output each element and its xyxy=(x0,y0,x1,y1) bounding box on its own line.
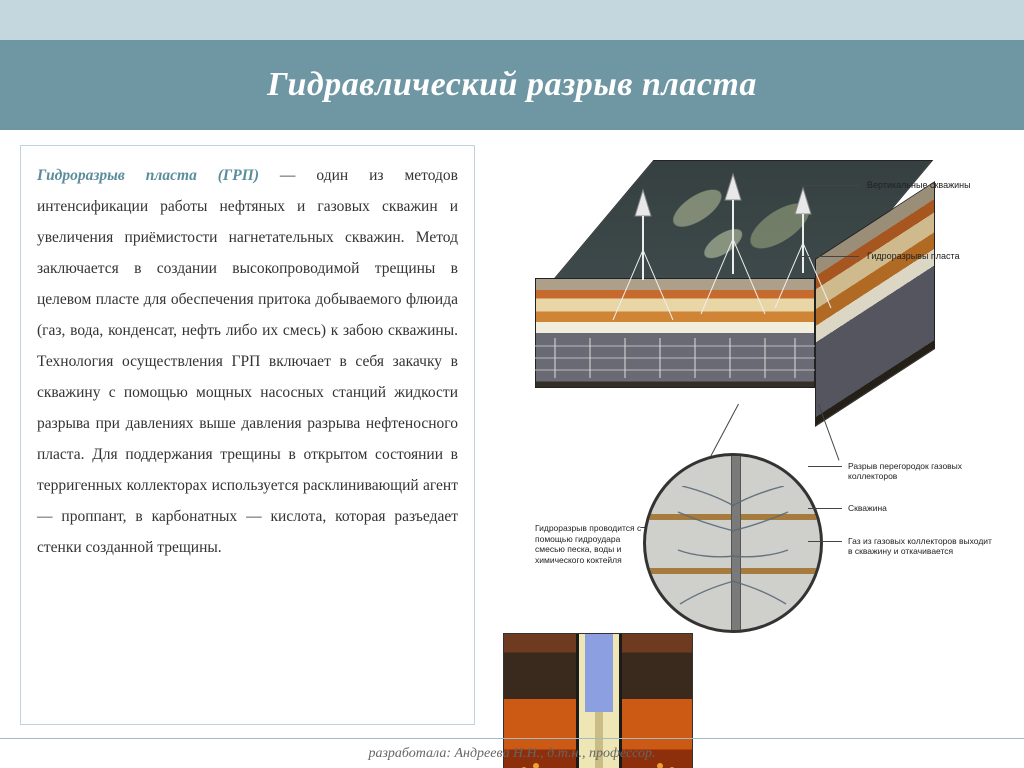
leader-line-icon xyxy=(710,404,739,457)
callout-label: Разрыв перегородок газовых коллекторов xyxy=(838,461,998,481)
slide: Гидравлический разрыв пласта Гидроразрыв… xyxy=(0,0,1024,768)
fracture-icon xyxy=(676,486,736,606)
text-panel: Гидроразрыв пласта (ГРП) — один из метод… xyxy=(20,145,475,725)
diagram-circle-detail: Гидроразрыв проводится с помощью гидроуд… xyxy=(643,453,903,633)
page-title: Гидравлический разрыв пласта xyxy=(267,66,757,104)
iso-block xyxy=(523,160,863,390)
fracture-icon xyxy=(730,486,790,606)
callout-label: Газ из газовых коллекторов выходит в скв… xyxy=(838,536,998,556)
circle-magnifier-icon xyxy=(643,453,823,633)
footer: разработала: Андреева Н.Н., д.т.н., проф… xyxy=(0,738,1024,768)
callouts-top: Вертикальные скважины Гидроразрывы пласт… xyxy=(853,180,1003,296)
callout-label: Скважина xyxy=(838,503,998,513)
note-left: Гидроразрыв проводится с помощью гидроуд… xyxy=(535,523,645,566)
fracture-grid-icon xyxy=(535,338,815,388)
body-text: — один из методов интенсификации работы … xyxy=(37,167,458,556)
diagram-panel: Вертикальные скважины Гидроразрывы пласт… xyxy=(493,145,1004,730)
lead-term: Гидроразрыв пласта (ГРП) xyxy=(37,167,259,184)
callout-label: Гидроразрывы пласта xyxy=(853,251,1003,262)
callout-label: Вертикальные скважины xyxy=(853,180,1003,191)
footer-text: разработала: Андреева Н.Н., д.т.н., проф… xyxy=(368,746,655,762)
callouts-right: Разрыв перегородок газовых коллекторов С… xyxy=(838,461,998,578)
content-row: Гидроразрыв пласта (ГРП) — один из метод… xyxy=(20,145,1004,730)
paragraph: Гидроразрыв пласта (ГРП) — один из метод… xyxy=(37,160,458,563)
diagram-3d-block: Вертикальные скважины Гидроразрывы пласт… xyxy=(513,150,993,450)
title-bar: Гидравлический разрыв пласта xyxy=(0,40,1024,130)
decor-top-bar xyxy=(0,0,1024,40)
